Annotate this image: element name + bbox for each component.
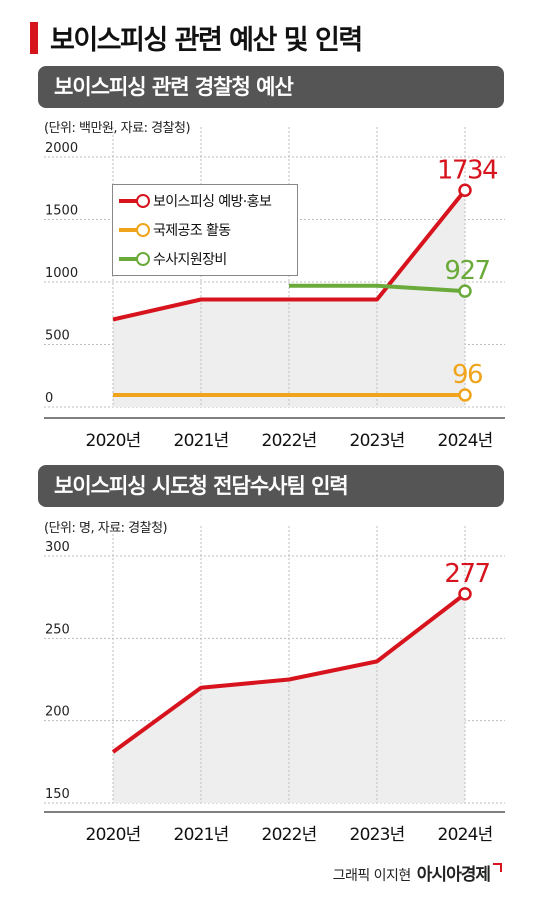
legend-label-equipment: 수사지원장비 <box>153 252 227 268</box>
chart1-series-end-label-2: 927 <box>444 256 489 286</box>
credit-text: 그래픽 이지현 <box>332 868 412 884</box>
brand-logo: 아시아경제 <box>416 865 491 885</box>
title-accent-bar <box>30 22 38 54</box>
legend-item-intl: 국제공조 활동 <box>119 220 231 240</box>
chart1-ytick-label-2: 1000 <box>45 266 78 281</box>
chart1-ytick-label-3: 1500 <box>45 204 78 219</box>
legend-item-equipment: 수사지원장비 <box>119 249 227 269</box>
chart2-ytick-label-1: 200 <box>45 705 70 720</box>
chart2-series-line-0 <box>111 592 467 754</box>
chart2-series-end-label-0: 277 <box>444 559 489 589</box>
chart2-series-endpoint-0 <box>458 587 472 601</box>
chart2-ytick-label-3: 300 <box>45 540 70 555</box>
chart2-xtick-label-0: 2020년 <box>86 825 141 845</box>
page-title: 보이스피싱 관련 예산 및 인력 <box>50 25 363 56</box>
chart2-xtick-label-2: 2022년 <box>262 825 317 845</box>
chart1-series-end-label-1: 96 <box>452 360 482 390</box>
legend-item-prevention: 보이스피싱 예방·홍보 <box>119 191 272 211</box>
chart2-ytick-label-2: 250 <box>45 622 70 637</box>
chart1-series-endpoint-2 <box>458 284 472 298</box>
chart1-xtick-label-2: 2022년 <box>262 431 317 451</box>
chart1-ytick-label-1: 500 <box>45 329 70 344</box>
chart1-xtick-label-3: 2023년 <box>350 431 405 451</box>
chart1-heading: 보이스피싱 관련 경찰청 예산 <box>38 66 504 108</box>
chart1-series-endpoint-0 <box>458 183 472 197</box>
legend-label-intl: 국제공조 활동 <box>153 223 231 239</box>
chart1-xtick-label-0: 2020년 <box>86 431 141 451</box>
brand-mark-icon <box>493 863 502 872</box>
chart1-series-end-label-0: 1734 <box>437 155 498 185</box>
credit-line: 그래픽 이지현 아시아경제 <box>333 860 502 885</box>
chart1-series-line-0 <box>112 188 467 322</box>
chart2-unit-note: (단위: 명, 자료: 경찰청) <box>44 521 168 536</box>
chart1-series-line-2 <box>289 283 466 294</box>
chart2-xtick-label-1: 2021년 <box>174 825 229 845</box>
chart1-unit-note: (단위: 백만원, 자료: 경찰청) <box>44 121 191 136</box>
legend-label-prevention: 보이스피싱 예방·홍보 <box>153 194 272 210</box>
chart2-xtick-label-4: 2024년 <box>438 825 493 845</box>
chart1-series-endpoint-1 <box>458 388 472 402</box>
chart1-xtick-label-4: 2024년 <box>438 431 493 451</box>
chart1-ytick-label-0: 0 <box>45 391 53 406</box>
legend-swatch-green <box>119 249 150 269</box>
chart2-ytick-label-0: 150 <box>45 787 70 802</box>
chart2-heading: 보이스피싱 시도청 전담수사팀 인력 <box>38 465 504 507</box>
legend-swatch-red <box>119 191 150 211</box>
legend-swatch-orange <box>119 220 150 240</box>
chart1-legend: 보이스피싱 예방·홍보 국제공조 활동 수사지원장비 <box>112 184 298 276</box>
chart1-xtick-label-1: 2021년 <box>174 431 229 451</box>
chart1-ytick-label-4: 2000 <box>45 141 78 156</box>
chart2-xtick-label-3: 2023년 <box>350 825 405 845</box>
